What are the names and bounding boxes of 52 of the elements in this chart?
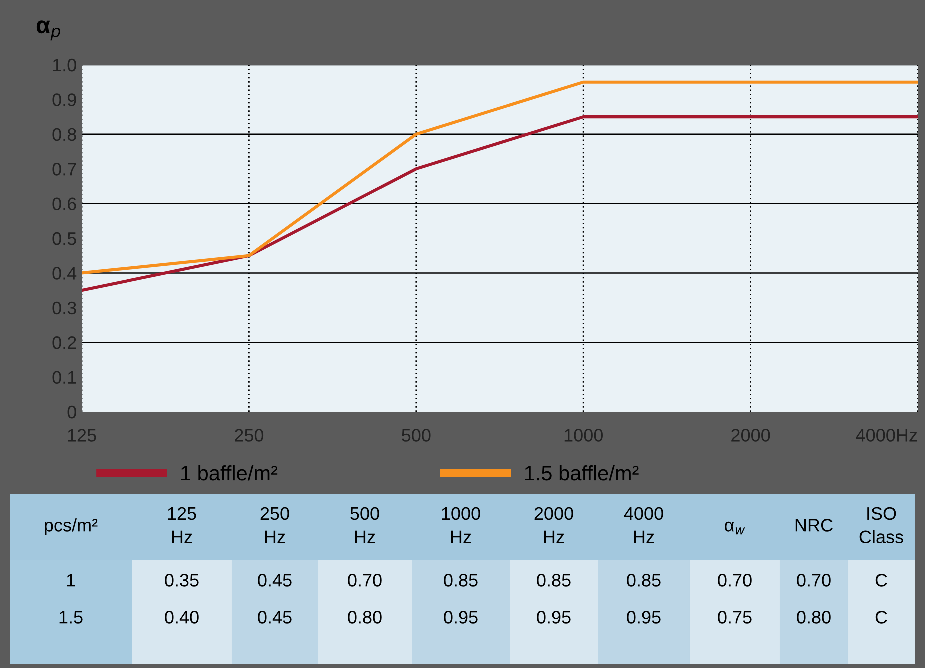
y-tick-label: 0 <box>68 406 76 419</box>
text: 0.70 <box>718 574 752 587</box>
text: 0.40 <box>165 611 199 624</box>
text: pcs/m² <box>45 518 98 536</box>
text: 4000 Hz <box>624 507 664 544</box>
text: 0.75 <box>718 611 752 624</box>
x-tick-label: 2000 <box>732 429 770 442</box>
x-tick-label: 125 <box>68 429 96 442</box>
text: 500 Hz <box>350 507 380 544</box>
text: C <box>876 574 888 587</box>
text: α$_{w}$ <box>725 522 746 535</box>
text: 0.70 <box>797 574 831 587</box>
text: 0.85 <box>627 574 661 587</box>
text: 0.45 <box>258 611 292 624</box>
text: 1 <box>67 574 76 587</box>
y-tick-label: 0.5 <box>52 232 76 246</box>
text: 125 Hz <box>168 507 196 544</box>
text: C <box>876 611 888 624</box>
y-tick-label: 0.1 <box>52 371 76 384</box>
y-tick-label: 0.4 <box>52 267 77 280</box>
y-tick-label: 0.7 <box>52 163 76 176</box>
text: 0.45 <box>258 574 292 587</box>
text: 0.70 <box>348 574 382 587</box>
text: 1000 Hz <box>442 507 480 544</box>
text: 1.5 <box>60 611 83 624</box>
text: 0.95 <box>537 611 571 624</box>
text: ISO Class <box>860 507 904 544</box>
y-tick-label: 1.0 <box>53 58 76 72</box>
y-tick-label: 0.9 <box>52 94 76 106</box>
text: NRC <box>796 519 833 532</box>
legend-label: 1 baffle/m² <box>182 465 278 481</box>
x-tick-label: 1000 <box>564 429 603 442</box>
y-axis-title: α$_{p}$ <box>36 20 60 41</box>
text: 0.80 <box>348 611 382 624</box>
text: 0.85 <box>444 574 478 587</box>
x-tick-label: 250 <box>235 429 264 442</box>
text: 0.95 <box>444 611 478 624</box>
text: 0.85 <box>537 574 571 587</box>
y-tick-label: 0.2 <box>52 336 76 350</box>
y-tick-label: 0.8 <box>52 128 76 142</box>
text: 0.35 <box>165 574 199 587</box>
line-series <box>82 80 918 275</box>
text: 0.95 <box>627 611 661 624</box>
line-series <box>82 116 918 292</box>
legend-label: 1.5 baffle/m² <box>525 465 639 481</box>
y-tick-label: 0.6 <box>52 198 76 211</box>
x-tick-label: 4000Hz <box>856 429 918 442</box>
x-tick-label: 500 <box>402 429 431 442</box>
text: 0.80 <box>797 611 831 624</box>
text: 2000 Hz <box>534 507 574 544</box>
y-tick-label: 0.3 <box>52 302 76 315</box>
text: 250 Hz <box>260 507 290 544</box>
